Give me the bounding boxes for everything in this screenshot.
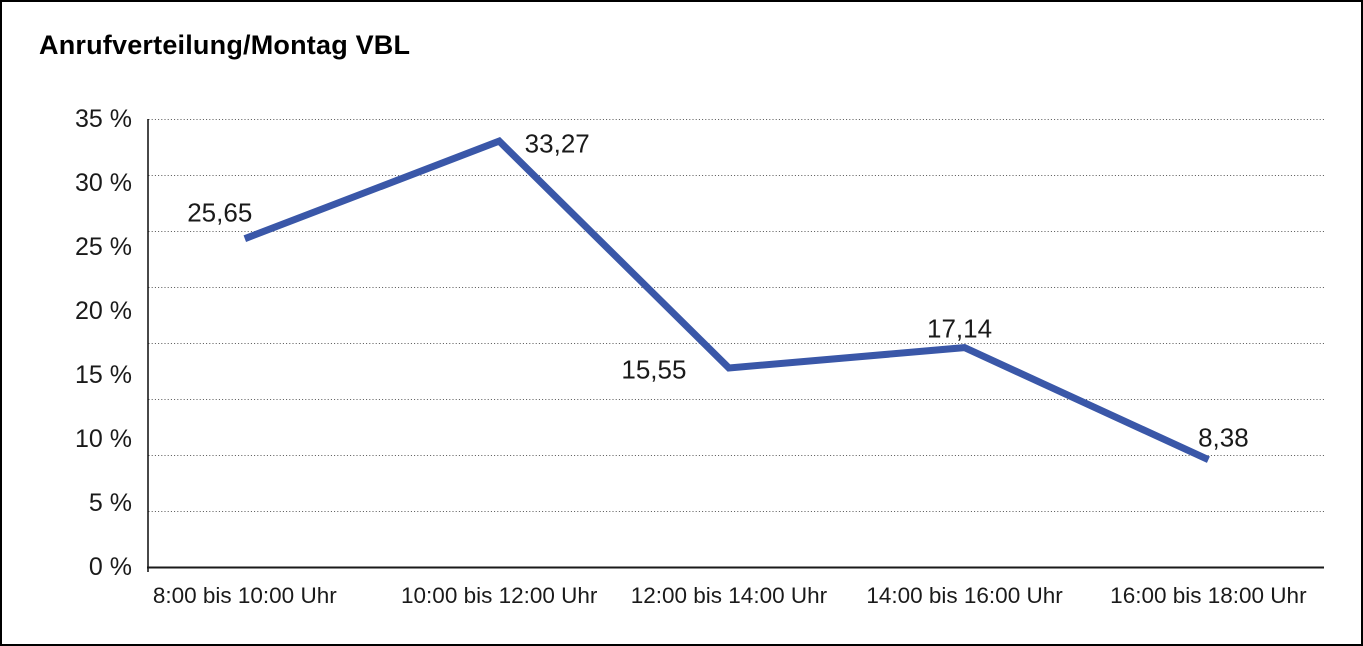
chart-title: Anrufverteilung/Montag VBL bbox=[39, 30, 411, 60]
data-line bbox=[243, 137, 1210, 463]
y-axis-tick-label: 15 % bbox=[75, 361, 132, 389]
x-axis-category-label: 8:00 bis 10:00 Uhr bbox=[152, 583, 337, 608]
x-axis-category-label: 16:00 bis 18:00 Uhr bbox=[1110, 583, 1307, 608]
data-point-value-label: 8,38 bbox=[1198, 422, 1249, 453]
y-axis-tick-label: 5 % bbox=[88, 489, 132, 517]
y-axis-tick-label: 10 % bbox=[75, 425, 132, 453]
y-axis-tick-label: 30 % bbox=[75, 169, 132, 197]
data-point-value-label: 15,55 bbox=[621, 354, 687, 385]
y-axis-tick-label: 0 % bbox=[88, 553, 132, 581]
data-point-value-label: 25,65 bbox=[187, 197, 253, 228]
data-point-value-label: 17,14 bbox=[926, 313, 993, 344]
x-axis-category-label: 10:00 bis 12:00 Uhr bbox=[401, 583, 598, 608]
y-axis-tick-label: 35 % bbox=[75, 105, 132, 133]
data-point-value-label: 33,27 bbox=[524, 128, 590, 159]
x-axis-category-label: 14:00 bis 16:00 Uhr bbox=[866, 583, 1063, 608]
y-axis-tick-label: 20 % bbox=[75, 297, 132, 325]
x-axis-category-label: 12:00 bis 14:00 Uhr bbox=[630, 583, 828, 608]
line-chart-plot-area bbox=[147, 118, 1324, 572]
y-axis-tick-label: 25 % bbox=[75, 233, 132, 261]
